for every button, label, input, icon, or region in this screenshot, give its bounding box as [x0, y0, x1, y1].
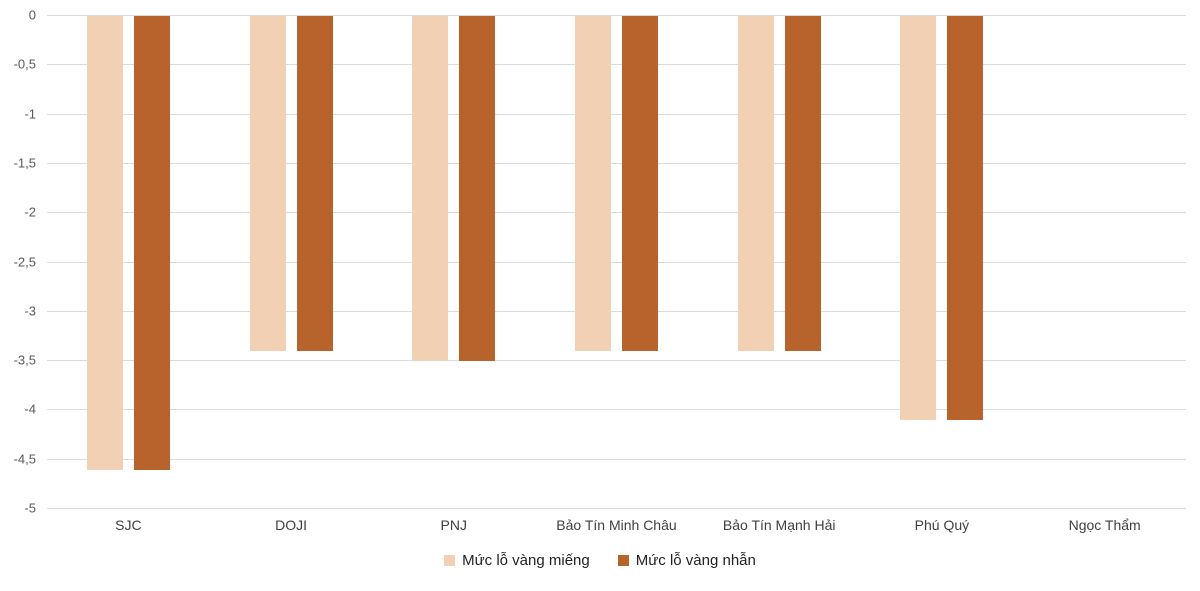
gridline	[47, 409, 1186, 411]
bar-vang-mieng	[86, 16, 123, 470]
y-tick-label: -3	[24, 303, 36, 319]
gridline	[47, 162, 1186, 164]
bar-vang-nhan	[622, 16, 658, 352]
x-category-label: DOJI	[275, 517, 307, 533]
y-tick-label: -3,5	[13, 352, 36, 368]
y-tick-label: 0	[28, 7, 36, 23]
gridline	[47, 310, 1186, 312]
gridline	[47, 113, 1186, 115]
y-tick-label: -4	[24, 401, 36, 417]
bar-vang-nhan	[947, 16, 984, 421]
x-category-label: PNJ	[440, 517, 467, 533]
x-category-label: Bảo Tín Minh Châu	[556, 517, 677, 533]
legend-label-vang-mieng: Mức lỗ vàng miếng	[462, 552, 590, 569]
bar-vang-mieng	[575, 16, 611, 352]
bar-vang-mieng	[737, 16, 774, 352]
gridline	[47, 360, 1186, 362]
bar-vang-mieng	[249, 16, 286, 352]
legend: Mức lỗ vàng miếng Mức lỗ vàng nhẫn	[0, 552, 1200, 569]
gridline	[47, 458, 1186, 460]
x-category-label: Bảo Tín Mạnh Hải	[722, 517, 836, 533]
y-tick-label: -1	[24, 106, 36, 122]
legend-label-vang-nhan: Mức lỗ vàng nhẫn	[635, 552, 756, 569]
bar-vang-mieng	[900, 16, 937, 421]
legend-swatch-vang-mieng-icon	[444, 555, 456, 566]
bar-vang-nhan	[296, 16, 333, 352]
bar-vang-nhan	[133, 16, 170, 470]
gridline	[47, 212, 1186, 214]
gridline	[47, 508, 1186, 509]
bar-vang-mieng	[412, 16, 449, 362]
bar-vang-nhan	[784, 16, 821, 352]
gridline	[47, 64, 1186, 66]
y-tick-label: -2	[24, 204, 36, 220]
legend-swatch-vang-nhan-icon	[617, 555, 629, 566]
y-tick-label: -0,5	[13, 56, 36, 72]
gridline	[47, 261, 1186, 263]
x-category-label: SJC	[115, 517, 142, 533]
y-tick-label: -2,5	[13, 254, 36, 269]
y-tick-label: -1,5	[13, 155, 36, 171]
y-tick-label: -5	[24, 500, 36, 516]
y-tick-label: -4,5	[13, 451, 36, 467]
gridline	[47, 15, 1186, 16]
plot-area	[47, 15, 1186, 509]
legend-item-vang-mieng: Mức lỗ vàng miếng	[444, 552, 590, 569]
x-category-label: Phú Quý	[914, 517, 970, 533]
bar-vang-nhan	[459, 16, 496, 362]
legend-item-vang-nhan: Mức lỗ vàng nhẫn	[617, 552, 756, 569]
x-category-label: Ngọc Thẩm	[1068, 517, 1141, 533]
